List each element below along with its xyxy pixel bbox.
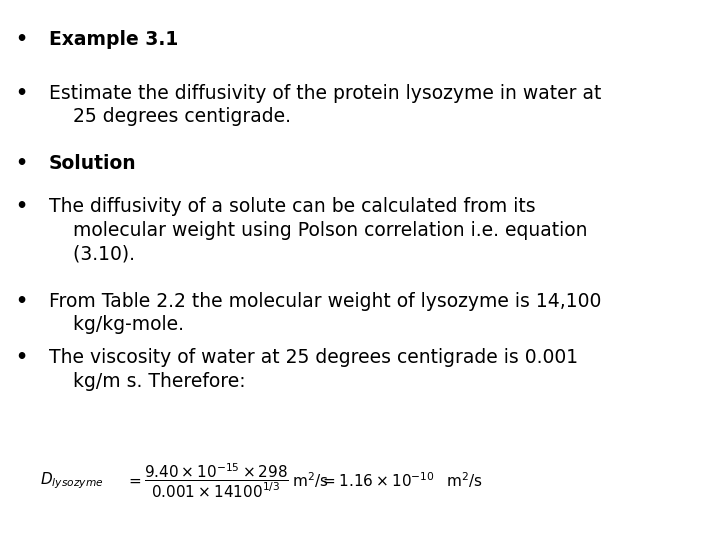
Text: •: •: [16, 84, 27, 103]
Text: $=$: $=$: [126, 473, 142, 488]
Text: Solution: Solution: [49, 154, 137, 173]
Text: •: •: [16, 30, 27, 49]
Text: Example 3.1: Example 3.1: [49, 30, 179, 49]
Text: The viscosity of water at 25 degrees centigrade is 0.001
    kg/m s. Therefore:: The viscosity of water at 25 degrees cen…: [49, 348, 578, 391]
Text: $D_{\mathit{lysozyme}}$: $D_{\mathit{lysozyme}}$: [40, 470, 103, 491]
Text: $\dfrac{9.40\times10^{-15}\times298}{0.001\times14100^{1/3}}$: $\dfrac{9.40\times10^{-15}\times298}{0.0…: [144, 462, 289, 500]
Text: $\mathrm{m^2/s}$: $\mathrm{m^2/s}$: [292, 471, 328, 490]
Text: •: •: [16, 197, 27, 216]
Text: From Table 2.2 the molecular weight of lysozyme is 14,100
    kg/kg-mole.: From Table 2.2 the molecular weight of l…: [49, 292, 601, 334]
Text: •: •: [16, 154, 27, 173]
Text: $= 1.16\times10^{-10}$: $= 1.16\times10^{-10}$: [320, 471, 435, 490]
Text: The diffusivity of a solute can be calculated from its
    molecular weight usin: The diffusivity of a solute can be calcu…: [49, 197, 588, 263]
Text: •: •: [16, 292, 27, 310]
Text: •: •: [16, 348, 27, 367]
Text: $\mathrm{m^2/s}$: $\mathrm{m^2/s}$: [446, 471, 483, 490]
Text: Estimate the diffusivity of the protein lysozyme in water at
    25 degrees cent: Estimate the diffusivity of the protein …: [49, 84, 601, 126]
